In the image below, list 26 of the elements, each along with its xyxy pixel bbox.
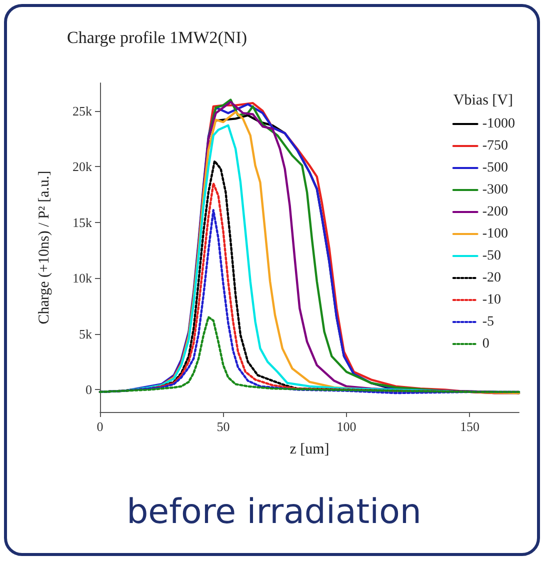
legend-label: -300 xyxy=(482,182,508,198)
y-tick-label: 5k xyxy=(79,326,92,342)
legend-label: -20 xyxy=(482,270,502,286)
y-tick-label: 25k xyxy=(72,103,92,118)
chart-title: Charge profile 1MW2(NI) xyxy=(67,28,248,47)
legend-title: Vbias [V] xyxy=(453,92,514,108)
legend-label: -50 xyxy=(482,248,502,264)
legend-label: -750 xyxy=(482,138,508,154)
x-axis-title: z [um] xyxy=(290,442,330,458)
legend-label: -5 xyxy=(482,314,494,330)
y-tick-label: 0 xyxy=(86,382,92,398)
x-tick-label: 100 xyxy=(336,419,356,434)
legend-label: -1000 xyxy=(482,116,516,132)
legend-label: 0 xyxy=(482,336,490,352)
legend-label: -500 xyxy=(482,160,508,176)
x-tick-label: 150 xyxy=(460,419,480,434)
y-tick-label: 10k xyxy=(72,270,92,286)
legend-label: -10 xyxy=(482,292,502,308)
y-axis-title: Charge (+10ns) / P² [a.u.] xyxy=(36,170,52,324)
text: before irradiation xyxy=(126,492,422,532)
x-tick-label: 0 xyxy=(96,419,104,434)
legend-label: -200 xyxy=(482,204,508,220)
y-tick-label: 15k xyxy=(72,214,92,230)
legend-label: -100 xyxy=(482,226,508,242)
x-tick-label: 50 xyxy=(216,419,230,434)
y-tick-label: 20k xyxy=(72,159,92,174)
